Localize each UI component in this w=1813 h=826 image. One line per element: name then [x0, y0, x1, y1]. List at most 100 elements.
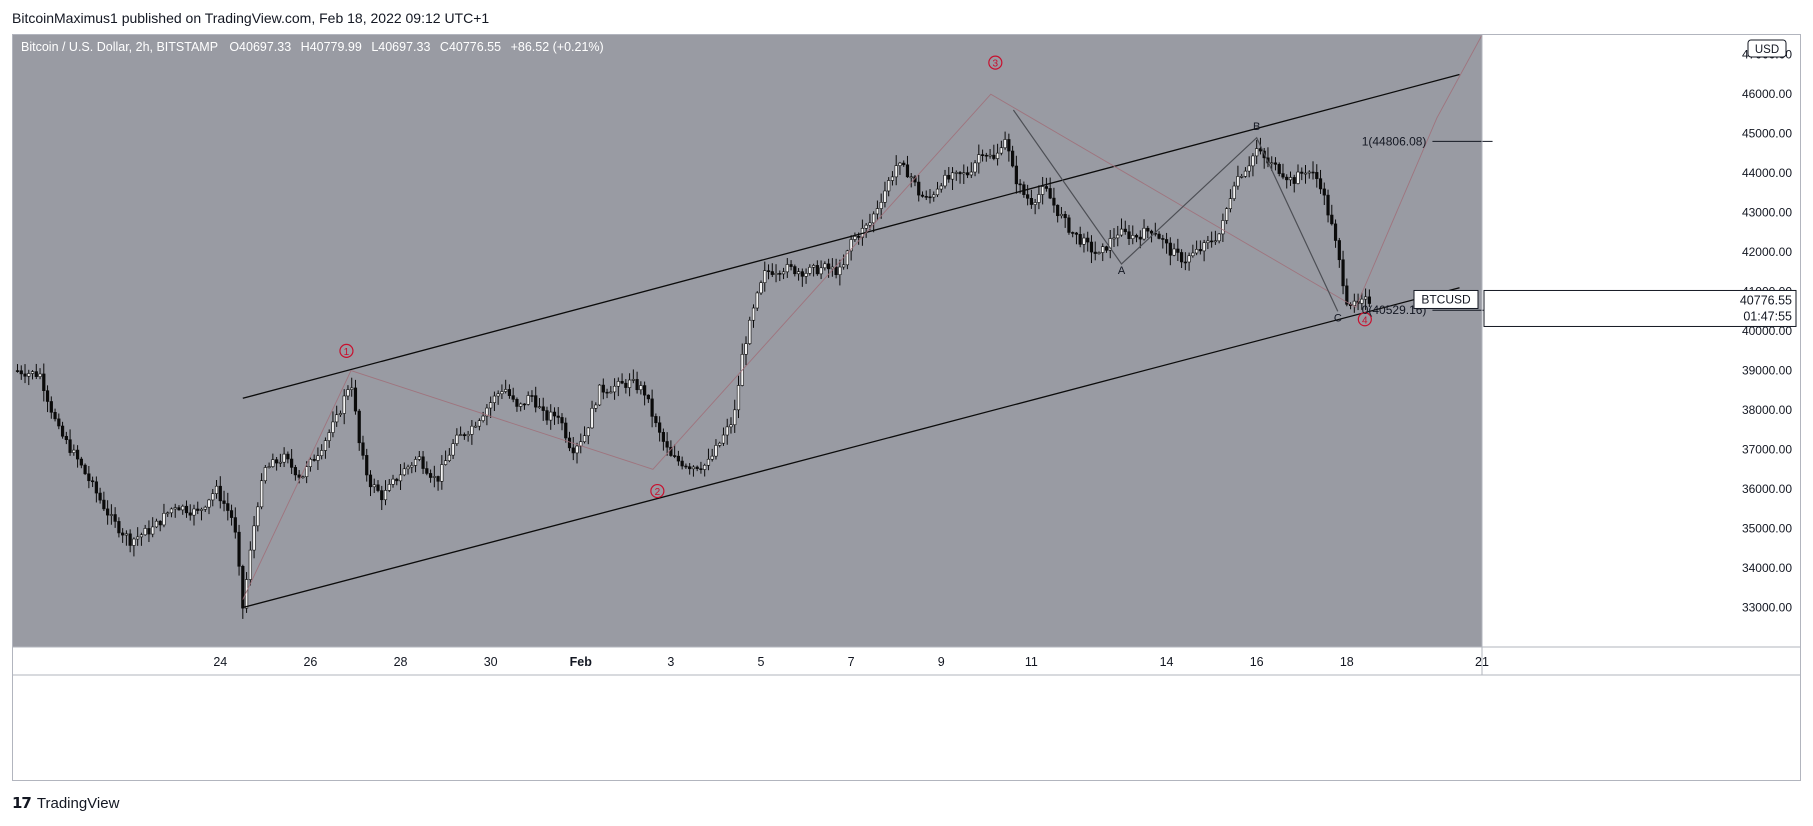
candle-down — [1138, 236, 1142, 240]
candle-down — [380, 490, 384, 501]
candle-down — [1277, 164, 1281, 174]
candle-up — [999, 147, 1003, 154]
candle-down — [49, 401, 53, 413]
fib-label: 0(40529.16) — [1362, 303, 1427, 317]
elliott-wave-path[interactable] — [242, 35, 1483, 600]
price-tag-value: 40776.55 — [1740, 293, 1792, 307]
candle-down — [1029, 198, 1033, 205]
candle-down — [102, 499, 106, 510]
abc-correction-path[interactable] — [1012, 109, 1339, 312]
candle-up — [271, 459, 275, 467]
candle-up — [331, 421, 335, 433]
candle-up — [875, 208, 880, 215]
candle-up — [398, 474, 403, 482]
candle-down — [1367, 296, 1371, 304]
candle-down — [1007, 139, 1011, 152]
candle-up — [496, 393, 500, 397]
candle-down — [1281, 173, 1285, 178]
candle-down — [286, 453, 290, 460]
candle-down — [158, 520, 162, 526]
candle-down — [361, 442, 365, 456]
currency-badge[interactable]: USD — [1747, 39, 1787, 58]
candle-down — [684, 465, 688, 468]
candle-down — [34, 371, 38, 377]
candle-up — [733, 409, 737, 426]
candle-down — [635, 379, 639, 391]
tradingview-logo[interactable]: 𝟭𝟳 TradingView — [12, 794, 119, 813]
candle-up — [1288, 177, 1293, 181]
candle-up — [988, 154, 992, 157]
candle-up — [72, 449, 76, 453]
x-tick-label: 21 — [1475, 655, 1489, 669]
channel-lower-line[interactable] — [242, 287, 1460, 609]
candle-up — [943, 174, 947, 187]
symbol-tag-box — [1413, 289, 1479, 309]
candle-down — [421, 456, 425, 469]
wave-number: 1 — [344, 347, 350, 358]
candle-up — [1255, 148, 1259, 157]
candle-up — [410, 465, 414, 468]
wave-label-2[interactable]: 2 — [650, 483, 665, 499]
candle-up — [898, 162, 902, 166]
y-tick-label: 38000.00 — [1742, 403, 1792, 417]
candle-down — [1078, 234, 1082, 245]
candle-up — [995, 152, 1000, 159]
currency-box — [1747, 39, 1787, 58]
candle-up — [935, 188, 940, 196]
candle-up — [785, 264, 789, 273]
x-tick-label: 24 — [213, 655, 227, 669]
candle-up — [136, 536, 140, 540]
candle-down — [789, 264, 793, 267]
wave-label-1[interactable]: 1 — [339, 343, 354, 358]
candle-up — [1240, 176, 1244, 178]
fib-level[interactable]: 0(40529.16) — [1362, 303, 1493, 317]
candle-down — [834, 266, 838, 276]
candle-down — [1318, 178, 1323, 190]
wave-label-3[interactable]: 3 — [988, 55, 1003, 70]
candle-down — [1176, 248, 1180, 253]
candle-up — [151, 526, 155, 535]
candle-up — [549, 411, 553, 421]
candle-up — [316, 455, 320, 461]
candle-down — [980, 154, 985, 156]
candle-down — [395, 478, 399, 482]
candle-up — [391, 478, 395, 485]
candle-down — [1052, 197, 1056, 206]
candle-up — [751, 307, 756, 321]
candle-up — [1195, 249, 1199, 254]
legend-line: Bitcoin / U.S. Dollar, 2h, BITSTAMP O406… — [21, 40, 604, 54]
candle-up — [346, 389, 350, 397]
currency-label: USD — [1755, 44, 1779, 56]
candle-up — [729, 424, 733, 428]
candle-up — [335, 414, 339, 423]
candle-down — [1014, 165, 1018, 185]
candle-up — [1221, 220, 1225, 235]
candle-up — [387, 484, 391, 491]
candle-up — [1352, 300, 1356, 307]
candle-down — [45, 390, 50, 402]
candle-up — [432, 476, 436, 478]
candle-down — [658, 422, 662, 433]
legend-low: 40697.33 — [378, 40, 430, 54]
fib-level[interactable]: 1(44806.08) — [1362, 134, 1493, 148]
candle-up — [455, 434, 459, 444]
candle-down — [1311, 171, 1315, 174]
candle-down — [1330, 214, 1334, 225]
channel-upper-line[interactable] — [242, 73, 1460, 399]
wave-label-4[interactable]: 4 — [1357, 312, 1372, 327]
candle-up — [166, 512, 170, 515]
legend-symbol: Bitcoin / U.S. Dollar, 2h, BITSTAMP — [21, 40, 218, 54]
candle-down — [984, 154, 988, 157]
wave-number: 2 — [655, 487, 661, 498]
candle-down — [770, 271, 774, 275]
last-price-tag[interactable]: BTCUSD 40776.55 01:47:55 — [1413, 289, 1797, 327]
candle-up — [282, 453, 286, 463]
legend-change: +86.52 (+0.21%) — [511, 40, 604, 54]
candle-down — [365, 455, 369, 476]
candle-down — [222, 500, 226, 504]
y-tick-label: 34000.00 — [1742, 561, 1792, 575]
candle-up — [1082, 237, 1086, 245]
candle-up — [755, 292, 759, 309]
candle-up — [199, 508, 204, 511]
